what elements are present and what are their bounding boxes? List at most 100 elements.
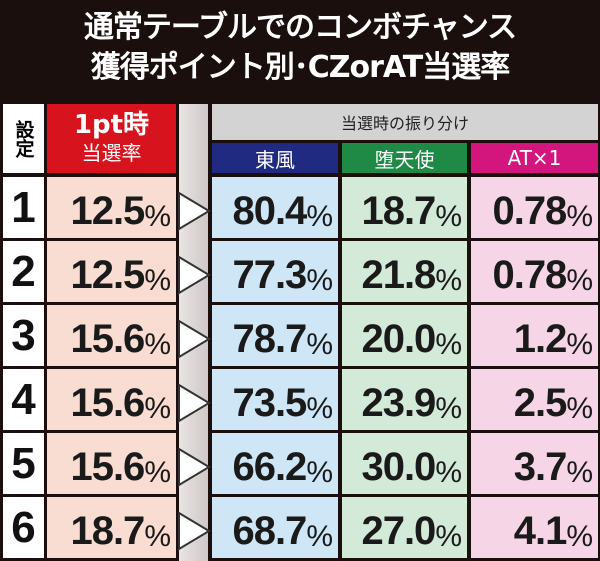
rate-cell: 12.5%	[47, 241, 176, 302]
percent-sign: %	[306, 264, 333, 297]
setting-cell: 4	[3, 369, 44, 430]
percent-sign: %	[144, 200, 171, 233]
value: 15.6	[70, 317, 145, 361]
col3-cell: 3.7%	[471, 433, 598, 494]
arrow-right-icon	[178, 191, 211, 231]
value: 1.2	[513, 317, 568, 361]
col2-cell: 20.0%	[342, 305, 467, 366]
percent-sign: %	[144, 328, 171, 361]
setting-cell: 1	[3, 177, 44, 238]
percent-sign: %	[435, 456, 462, 489]
percent-sign: %	[306, 392, 333, 425]
percent-sign: %	[435, 392, 462, 425]
rate-cell: 15.6%	[47, 433, 176, 494]
col1-cell: 80.4%	[212, 177, 338, 238]
percent-sign: %	[435, 328, 462, 361]
arrow-right-icon	[178, 255, 211, 295]
percent-sign: %	[566, 456, 593, 489]
percent-sign: %	[566, 328, 593, 361]
setting-cell: 5	[3, 433, 44, 494]
value: 12.5	[70, 189, 145, 233]
col1-cell: 68.7%	[212, 497, 338, 558]
value: 21.8	[361, 253, 436, 297]
arrow-right-icon	[178, 319, 211, 359]
value: 18.7	[70, 509, 145, 553]
arrow-right-icon	[178, 447, 211, 487]
value: 0.78	[492, 253, 567, 297]
value: 0.78	[492, 189, 567, 233]
percent-sign: %	[144, 456, 171, 489]
col1-cell: 78.7%	[212, 305, 338, 366]
rate-cell: 18.7%	[47, 497, 176, 558]
value: 23.9	[361, 381, 436, 425]
title-line-2: 獲得ポイント別･CZorAT当選率	[90, 50, 511, 85]
title-line-1: 通常テーブルでのコンボチャンス	[83, 10, 517, 45]
col3-cell: 0.78%	[471, 177, 598, 238]
rate-cell: 15.6%	[47, 369, 176, 430]
percent-sign: %	[566, 200, 593, 233]
value: 2.5	[513, 381, 568, 425]
rate-cell: 15.6%	[47, 305, 176, 366]
percent-sign: %	[566, 520, 593, 553]
col3-header: AT×1	[471, 143, 598, 173]
percent-sign: %	[435, 264, 462, 297]
col3-cell: 4.1%	[471, 497, 598, 558]
value: 68.7	[232, 509, 307, 553]
distribution-header: 当選時の振り分け	[212, 104, 598, 140]
col2-cell: 23.9%	[342, 369, 467, 430]
col3-cell: 2.5%	[471, 369, 598, 430]
rate-header: 1pt時 当選率	[47, 104, 176, 173]
value: 3.7	[513, 445, 568, 489]
setting-cell: 6	[3, 497, 44, 558]
value: 77.3	[232, 253, 307, 297]
setting-header: 設定	[3, 104, 44, 173]
distribution-header-label: 当選時の振り分け	[340, 114, 469, 133]
value: 12.5	[70, 253, 145, 297]
value: 20.0	[361, 317, 436, 361]
value: 15.6	[70, 381, 145, 425]
col3-cell: 1.2%	[471, 305, 598, 366]
percent-sign: %	[144, 520, 171, 553]
percent-sign: %	[435, 520, 462, 553]
col3-header-label: AT×1	[507, 146, 562, 170]
percent-sign: %	[566, 392, 593, 425]
col2-cell: 21.8%	[342, 241, 467, 302]
value: 30.0	[361, 445, 436, 489]
value: 66.2	[232, 445, 307, 489]
col2-cell: 30.0%	[342, 433, 467, 494]
percent-sign: %	[144, 392, 171, 425]
percent-sign: %	[306, 200, 333, 233]
col2-header: 堕天使	[342, 143, 467, 173]
value: 80.4	[232, 189, 307, 233]
value: 27.0	[361, 509, 436, 553]
percent-sign: %	[566, 264, 593, 297]
setting-header-label: 設定	[12, 119, 35, 158]
col2-header-label: 堕天使	[374, 147, 435, 172]
value: 15.6	[70, 445, 145, 489]
col1-header: 東風	[212, 143, 338, 173]
page-title: 通常テーブルでのコンボチャンス 獲得ポイント別･CZorAT当選率	[0, 0, 600, 100]
value: 73.5	[232, 381, 307, 425]
col1-cell: 73.5%	[212, 369, 338, 430]
percent-sign: %	[435, 200, 462, 233]
percent-sign: %	[306, 520, 333, 553]
col1-cell: 66.2%	[212, 433, 338, 494]
rate-cell: 12.5%	[47, 177, 176, 238]
percent-sign: %	[306, 456, 333, 489]
percent-sign: %	[306, 328, 333, 361]
rate-header-line2: 当選率	[81, 140, 142, 165]
rate-header-line1: 1pt時	[73, 109, 150, 140]
arrow-right-icon	[178, 511, 211, 551]
value: 18.7	[361, 189, 436, 233]
value: 78.7	[232, 317, 307, 361]
percent-sign: %	[144, 264, 171, 297]
col1-header-label: 東風	[255, 147, 295, 172]
col3-cell: 0.78%	[471, 241, 598, 302]
col1-cell: 77.3%	[212, 241, 338, 302]
setting-cell: 3	[3, 305, 44, 366]
col2-cell: 18.7%	[342, 177, 467, 238]
value: 4.1	[513, 509, 568, 553]
col2-cell: 27.0%	[342, 497, 467, 558]
arrow-right-icon	[178, 383, 211, 423]
setting-cell: 2	[3, 241, 44, 302]
